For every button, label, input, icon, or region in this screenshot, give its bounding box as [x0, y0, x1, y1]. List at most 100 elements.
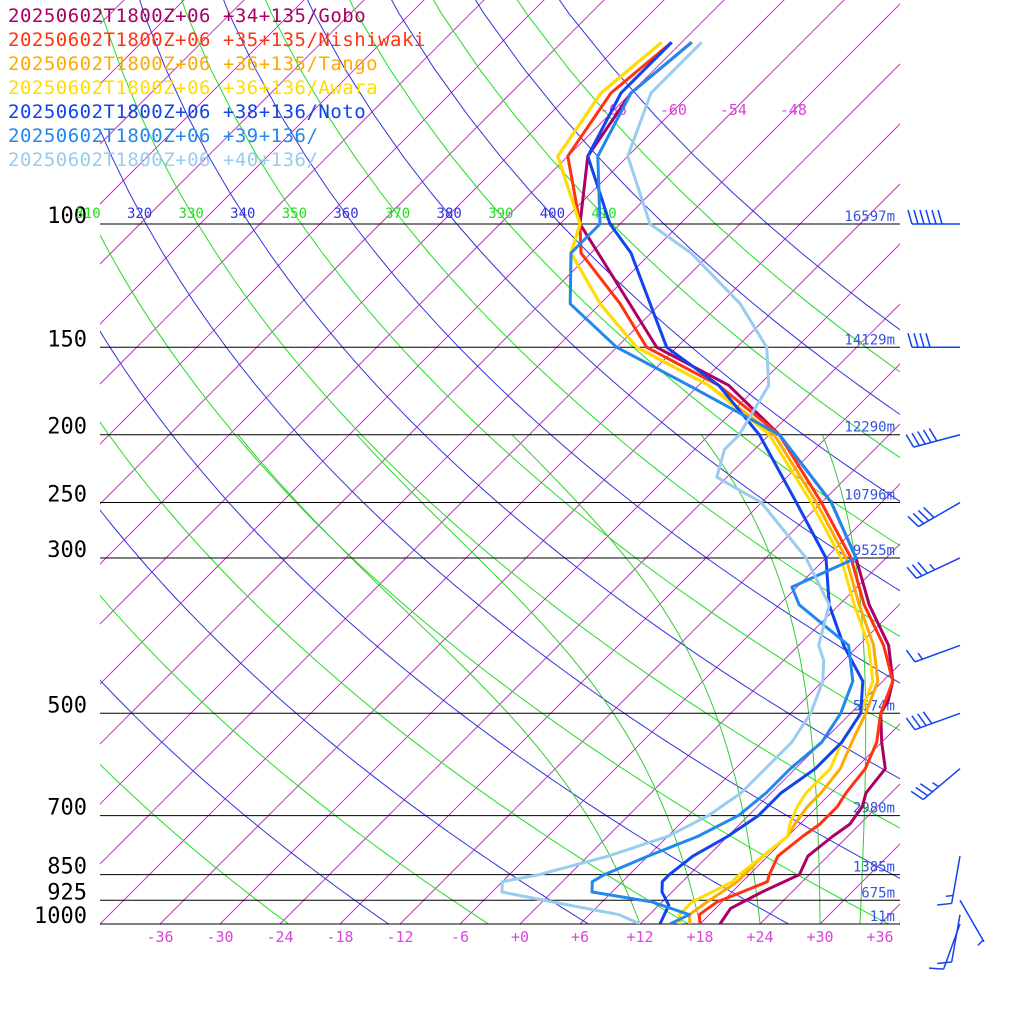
moist-adiabat-line: [511, 434, 761, 924]
dry-adiabat-line: [100, 421, 690, 924]
height-label: 14129m: [844, 332, 895, 348]
pressure-label: 300: [47, 538, 87, 563]
legend-entry: 20250602T1800Z+06 +36+136/Awara: [8, 77, 379, 99]
dry-adiabat-line: [474, 0, 900, 416]
isotherm-line: [100, 63, 900, 865]
theta-label: 370: [385, 206, 410, 222]
isotherm-line: [819, 843, 900, 924]
height-label: 10796m: [844, 488, 895, 504]
wind-barb: [905, 644, 961, 663]
isotherm-label: -60: [660, 101, 687, 119]
height-label: 9525m: [853, 543, 895, 559]
theta-label: 310: [75, 206, 100, 222]
theta-label: 380: [437, 206, 462, 222]
pressure-label: 250: [47, 483, 87, 508]
temperature-tick-label: -24: [266, 928, 293, 946]
wind-barb: [905, 711, 961, 731]
isotherm-line: [459, 483, 900, 924]
temperature-tick-label: +0: [511, 928, 529, 946]
dry-adiabat-line: [100, 330, 790, 924]
wind-barb: [906, 557, 961, 579]
wind-barb: [907, 333, 960, 349]
moist-adiabat-line: [821, 434, 867, 924]
temperature-tick-label: +12: [626, 928, 653, 946]
series-line-2: [556, 41, 880, 924]
theta-label: 400: [540, 206, 565, 222]
height-label: 675m: [861, 885, 895, 901]
isotherm-line: [159, 183, 900, 924]
dry-adiabat-line: [516, 0, 900, 373]
dry-adiabat-line: [432, 0, 900, 459]
isotherm-line: [940, 0, 1024, 924]
dry-adiabat-line: [100, 233, 890, 924]
legend-entry: 20250602T1800Z+06 +34+135/Gobo: [8, 5, 367, 27]
temperature-tick-label: +36: [866, 928, 893, 946]
pressure-label: 200: [47, 415, 87, 440]
dry-adiabat-line: [100, 679, 390, 924]
pressure-label: 500: [47, 693, 87, 718]
pressure-label: 925: [47, 880, 87, 905]
temperature-tick-label: -12: [386, 928, 413, 946]
legend-entry: 20250602T1800Z+06 +39+136/: [8, 125, 319, 147]
theta-label: 410: [591, 206, 616, 222]
isotherm-line: [1000, 0, 1024, 924]
dry-adiabat-line: [265, 0, 900, 638]
pressure-label: 700: [47, 796, 87, 821]
isotherm-line: [399, 423, 900, 924]
isotherm-line: [279, 303, 900, 924]
temperature-tick-label: -6: [451, 928, 469, 946]
pressure-label: 100: [47, 204, 87, 229]
dry-adiabat-line: [223, 0, 900, 684]
wind-barb: [910, 768, 961, 801]
dry-adiabat-line: [391, 0, 900, 503]
isotherm-line: [100, 0, 545, 445]
wind-barb: [937, 856, 961, 906]
wind-barb: [905, 428, 961, 448]
theta-label: 360: [333, 206, 358, 222]
isotherm-line: [100, 0, 845, 745]
isotherm-line: [100, 0, 605, 505]
isotherm-line: [339, 363, 900, 924]
wind-barb: [907, 501, 961, 528]
series-line-6: [500, 41, 831, 924]
isotherm-line: [759, 783, 900, 924]
dry-adiabat-line: [349, 0, 900, 547]
isotherm-label: -48: [780, 101, 807, 119]
moist-adiabat-line: [237, 434, 641, 924]
temperature-tick-label: +18: [686, 928, 713, 946]
temperature-tick-label: +30: [806, 928, 833, 946]
wind-barb: [937, 914, 961, 965]
dry-adiabat-line: [100, 128, 900, 879]
dry-adiabat-line: [100, 509, 590, 924]
isotherm-line: [579, 603, 900, 924]
height-label: 11m: [870, 909, 895, 925]
height-label: 1385m: [853, 860, 895, 876]
pressure-label: 1000: [34, 904, 87, 929]
moist-adiabat-line: [356, 434, 701, 924]
theta-label: 350: [282, 206, 307, 222]
isotherm-line: [519, 543, 900, 924]
series-line-5: [568, 41, 858, 924]
isotherm-line: [100, 3, 900, 805]
temperature-tick-label: +24: [746, 928, 773, 946]
dry-adiabat-line: [139, 0, 900, 780]
theta-label: 390: [488, 206, 513, 222]
isotherm-line: [100, 0, 665, 565]
wind-barb: [907, 209, 960, 225]
theta-label: 330: [179, 206, 204, 222]
isotherm-line: [879, 903, 900, 924]
series-line-4: [586, 41, 865, 924]
pressure-label: 850: [47, 855, 87, 880]
legend-entry: 20250602T1800Z+06 +36+135/Tango: [8, 53, 379, 75]
temperature-tick-label: -18: [326, 928, 353, 946]
isotherm-label: -54: [720, 101, 747, 119]
isotherm-line: [100, 0, 725, 625]
temperature-tick-label: -30: [206, 928, 233, 946]
legend-entry: 20250602T1800Z+06 +35+135/Nishiwaki: [8, 29, 426, 51]
isotherm-line: [100, 123, 900, 924]
height-label: 12290m: [844, 420, 895, 436]
dry-adiabat-line: [100, 6, 900, 829]
isotherm-line: [699, 723, 900, 924]
